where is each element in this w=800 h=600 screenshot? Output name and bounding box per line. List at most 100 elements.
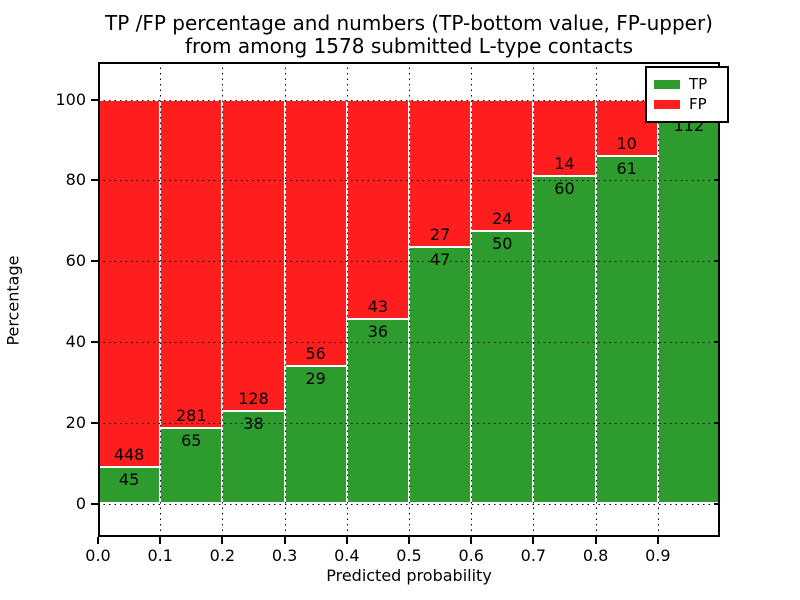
y-gridline bbox=[98, 503, 720, 505]
fp-count-label: 448 bbox=[113, 444, 145, 464]
bar-segment-tp bbox=[160, 427, 223, 504]
x-gridline bbox=[284, 62, 286, 537]
bar-segment-tp bbox=[533, 175, 596, 504]
tp-count-label: 45 bbox=[118, 469, 140, 489]
y-gridline bbox=[98, 422, 720, 424]
y-gridline bbox=[98, 180, 720, 182]
y-gridline bbox=[98, 99, 720, 101]
legend-label-tp: TP bbox=[689, 75, 708, 93]
y-tick bbox=[91, 260, 98, 263]
tp-count-label: 50 bbox=[492, 233, 513, 253]
y-gridline bbox=[98, 261, 720, 263]
fp-count-label: 10 bbox=[616, 134, 637, 154]
x-gridline bbox=[533, 62, 535, 537]
right-tick bbox=[714, 421, 720, 424]
fp-count-label: 56 bbox=[305, 343, 326, 363]
x-tick bbox=[656, 537, 659, 544]
x-tick-label: 0.9 bbox=[645, 546, 671, 565]
x-tick-label: 0.1 bbox=[147, 546, 173, 565]
x-gridline bbox=[409, 62, 410, 537]
fp-swatch-icon bbox=[654, 100, 680, 109]
right-tick bbox=[714, 340, 720, 343]
x-tick-label: 0.3 bbox=[271, 546, 298, 565]
x-tick-label: 0.8 bbox=[582, 546, 609, 565]
y-tick-label: 0 bbox=[75, 493, 86, 513]
y-tick bbox=[91, 340, 98, 343]
y-tick bbox=[91, 502, 98, 505]
plot-area: 448 45 281 65 128 38 56 29 43 36 27 47 24 50 14 60 10 61 1… bbox=[98, 62, 729, 537]
chart-title: TP /FP percentage and numbers (TP-bottom… bbox=[98, 12, 720, 58]
bar-segment-fp bbox=[409, 99, 472, 247]
bar-segment-fp bbox=[346, 99, 409, 320]
chart-title-line1: TP /FP percentage and numbers (TP-bottom… bbox=[105, 11, 713, 35]
bar-segment-tp bbox=[657, 113, 720, 504]
y-tick-label: 60 bbox=[65, 251, 86, 271]
bar-segment-tp bbox=[409, 246, 472, 504]
x-gridline bbox=[222, 62, 224, 537]
tp-count-label: 65 bbox=[181, 430, 202, 450]
y-axis-label: Percentage bbox=[3, 255, 23, 346]
x-axis-label: Predicted probability bbox=[326, 566, 492, 585]
tp-count-label: 36 bbox=[367, 322, 389, 342]
x-tick bbox=[97, 537, 99, 544]
legend-item-tp: TP bbox=[654, 76, 720, 93]
tp-count-label: 61 bbox=[616, 159, 637, 179]
x-tick-label: 0.2 bbox=[209, 546, 236, 565]
x-gridline bbox=[160, 62, 162, 537]
bar-segment-fp bbox=[222, 99, 285, 412]
x-tick bbox=[159, 537, 162, 544]
tp-count-label: 38 bbox=[243, 414, 264, 434]
tp-count-label: 60 bbox=[554, 178, 575, 198]
fp-count-label: 14 bbox=[554, 153, 575, 173]
bar-segment-fp bbox=[284, 99, 347, 366]
right-tick bbox=[714, 502, 720, 505]
y-tick bbox=[91, 421, 98, 424]
y-tick-label: 80 bbox=[65, 170, 86, 190]
bar-segment-tp bbox=[471, 230, 534, 504]
bar-segment-tp bbox=[98, 466, 161, 504]
y-tick bbox=[91, 179, 98, 182]
x-tick-label: 0.5 bbox=[396, 546, 422, 565]
x-gridline bbox=[471, 62, 473, 537]
y-tick bbox=[91, 98, 98, 101]
fp-count-label: 43 bbox=[367, 297, 389, 317]
bar-segment-tp bbox=[346, 319, 409, 504]
legend: TP FP bbox=[645, 66, 729, 123]
x-tick bbox=[345, 537, 348, 544]
right-tick bbox=[714, 260, 720, 263]
x-tick bbox=[408, 537, 410, 544]
y-tick-label: 20 bbox=[65, 412, 86, 432]
chart-title-line2: from among 1578 submitted L-type contact… bbox=[184, 34, 634, 58]
fp-count-label: 128 bbox=[238, 389, 269, 409]
fp-count-label: 24 bbox=[492, 208, 513, 228]
legend-label-fp: FP bbox=[689, 95, 707, 113]
x-gridline bbox=[657, 62, 659, 537]
x-gridline bbox=[346, 62, 348, 537]
x-tick bbox=[594, 537, 597, 544]
y-gridline bbox=[98, 341, 720, 343]
y-tick-label: 40 bbox=[65, 331, 86, 351]
fp-count-label: 281 bbox=[176, 405, 207, 425]
x-tick bbox=[283, 537, 286, 544]
bar-segment-tp bbox=[222, 411, 285, 504]
tp-count-label: 47 bbox=[429, 249, 451, 269]
tp-count-label: 29 bbox=[305, 368, 326, 388]
x-tick bbox=[470, 537, 473, 544]
x-tick bbox=[221, 537, 224, 544]
tp-swatch-icon bbox=[654, 80, 680, 89]
x-tick-label: 0.7 bbox=[520, 546, 547, 565]
x-gridline bbox=[595, 62, 597, 537]
fp-count-label: 27 bbox=[429, 224, 451, 244]
x-tick-label: 0.6 bbox=[458, 546, 484, 565]
x-tick-label: 0.4 bbox=[334, 546, 360, 565]
x-tick-label: 0.0 bbox=[85, 546, 111, 565]
bar-segment-fp bbox=[98, 99, 161, 467]
bar-segment-fp bbox=[160, 99, 223, 428]
x-tick bbox=[532, 537, 535, 544]
bar-segment-tp bbox=[284, 365, 347, 504]
right-tick bbox=[714, 179, 720, 182]
legend-item-fp: FP bbox=[654, 96, 720, 113]
bar-segment-tp bbox=[595, 156, 658, 504]
y-tick-label: 100 bbox=[55, 89, 86, 109]
